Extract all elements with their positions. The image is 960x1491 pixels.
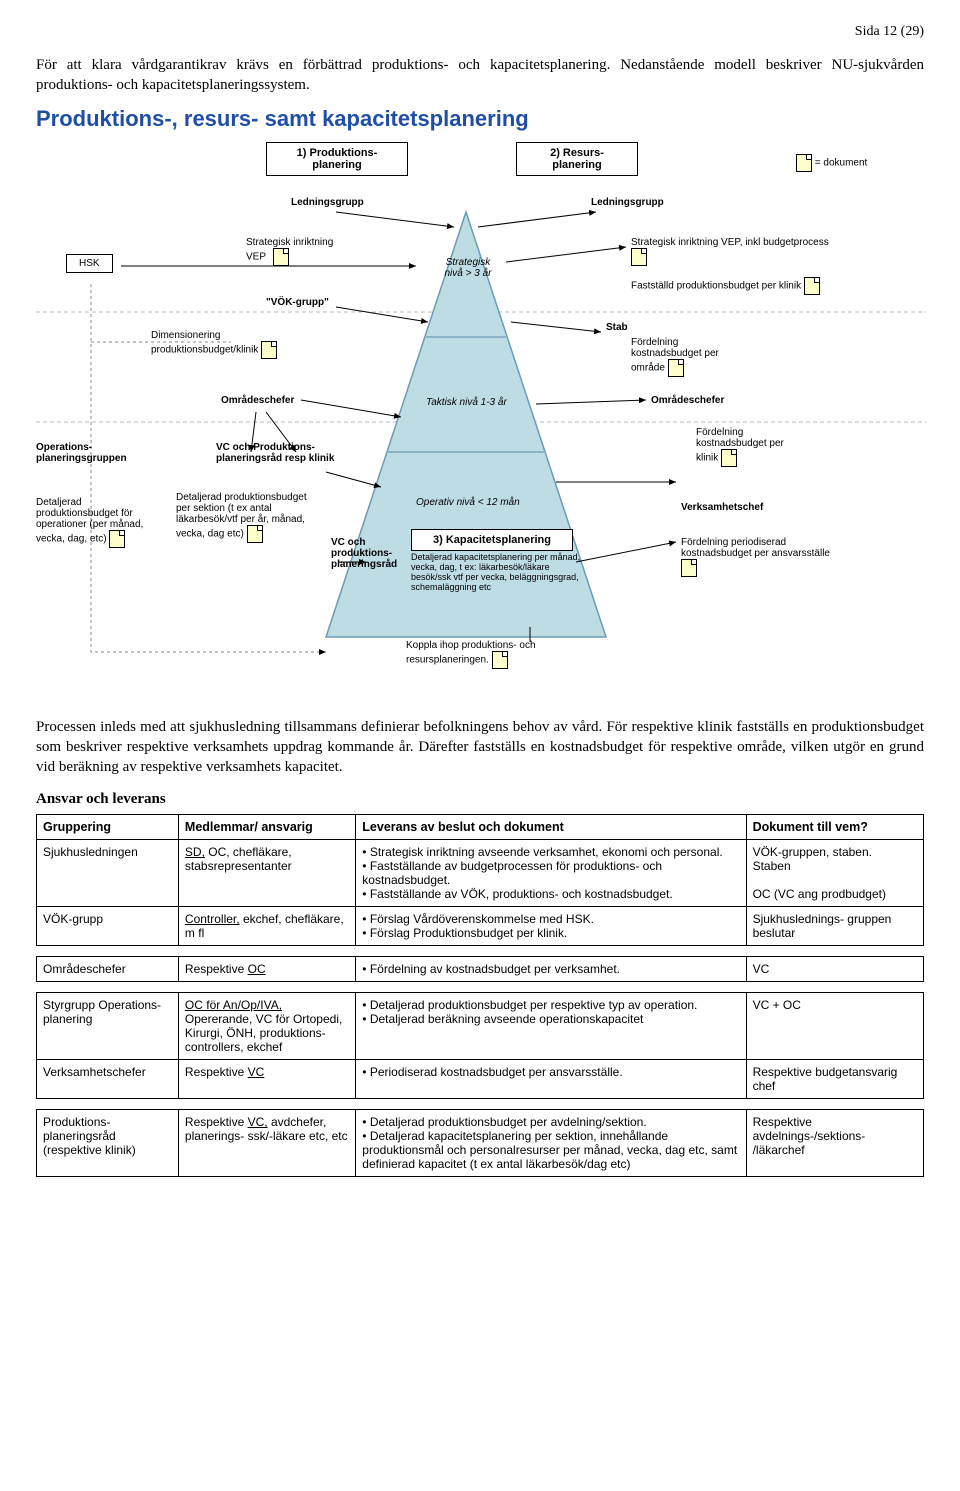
strategisk-vep-text: Strategisk inriktning VEP <box>246 237 333 263</box>
intro-paragraph: För att klara vårdgarantikrav krävs en f… <box>36 55 924 96</box>
table-cell: Respektive OC <box>178 957 355 982</box>
table-header: Gruppering <box>37 815 179 840</box>
table-row: Styrgrupp Operations- planeringOC för An… <box>37 993 924 1060</box>
table-cell: VÖK-grupp <box>37 907 179 946</box>
diagram-svg <box>36 142 926 702</box>
dimensionering: Dimensionering produktionsbudget/klinik <box>151 330 301 359</box>
strategisk-inkl: Strategisk inriktning VEP, inkl budgetpr… <box>631 237 851 266</box>
doc-icon <box>668 359 684 377</box>
table-row: SjukhusledningenSD, OC, chefläkare, stab… <box>37 840 924 907</box>
table-cell: Produktions- planeringsråd (respektive k… <box>37 1110 179 1177</box>
detaljerad-sektion-text: Detaljerad produktionsbudget per sektion… <box>176 492 307 540</box>
omradeschefer-right: Områdeschefer <box>651 395 724 406</box>
vc-prod-rad: VC och Produktions- planeringsråd resp k… <box>216 442 346 464</box>
table-cell: VÖK-gruppen, staben. Staben OC (VC ang p… <box>746 840 923 907</box>
detaljerad-sektion: Detaljerad produktionsbudget per sektion… <box>176 492 316 543</box>
kap-detail: Detaljerad kapacitetsplanering per månad… <box>411 552 586 592</box>
doc-icon <box>796 154 812 172</box>
table-cell: OC för An/Op/IVA, Opererande, VC för Ort… <box>178 993 355 1060</box>
table-cell: Strategisk inriktning avseende verksamhe… <box>356 840 746 907</box>
box-resursplanering: 2) Resurs- planering <box>516 142 638 176</box>
table-cell: Verksamhetschefer <box>37 1060 179 1099</box>
table-header: Medlemmar/ ansvarig <box>178 815 355 840</box>
detaljerad-op: Detaljerad produktionsbudget för operati… <box>36 497 156 548</box>
ledningsgrupp-left: Ledningsgrupp <box>291 197 364 208</box>
taktisk-niva: Taktisk nivå 1-3 år <box>426 397 507 408</box>
fordelning-period: Fördelning periodiserad kostnadsbudget p… <box>681 537 831 577</box>
doc-icon <box>492 651 508 669</box>
table-cell: VC + OC <box>746 993 923 1060</box>
table-cell: Styrgrupp Operations- planering <box>37 993 179 1060</box>
strategisk-inkl-text: Strategisk inriktning VEP, inkl budgetpr… <box>631 237 829 248</box>
doc-icon <box>721 449 737 467</box>
table-row: OmrådescheferRespektive OCFördelning av … <box>37 957 924 982</box>
legend-label: = dokument <box>815 157 868 168</box>
vc-prod-rad2: VC och produktions- planeringsråd <box>331 537 411 570</box>
verksamhetschef: Verksamhetschef <box>681 502 763 513</box>
detaljerad-op-text: Detaljerad produktionsbudget för operati… <box>36 497 143 545</box>
ledningsgrupp-right: Ledningsgrupp <box>591 197 664 208</box>
table-header: Leverans av beslut och dokument <box>356 815 746 840</box>
ansvar-heading: Ansvar och leverans <box>36 791 924 808</box>
table-row: Produktions- planeringsråd (respektive k… <box>37 1110 924 1177</box>
box-kapacitetsplanering: 3) Kapacitetsplanering <box>411 529 573 551</box>
table-cell: Respektive budgetansvarig chef <box>746 1060 923 1099</box>
dimensionering-text: Dimensionering produktionsbudget/klinik <box>151 330 258 356</box>
operativ-niva: Operativ nivå < 12 mån <box>416 497 520 508</box>
table-cell: Sjukhusledningen <box>37 840 179 907</box>
faststalld: Fastställd produktionsbudget per klinik <box>631 277 831 295</box>
table-header: Dokument till vem? <box>746 815 923 840</box>
doc-icon <box>681 559 697 577</box>
table-cell: Detaljerad produktionsbudget per avdelni… <box>356 1110 746 1177</box>
strategisk-niva: Strategisk nivå > 3 år <box>441 257 495 279</box>
operations-grupp: Operations- planeringsgruppen <box>36 442 156 464</box>
koppla-text: Koppla ihop produktions- och resursplane… <box>406 640 536 666</box>
table-cell: VC <box>746 957 923 982</box>
koppla: Koppla ihop produktions- och resursplane… <box>406 640 586 669</box>
table-row: VÖK-gruppController, ekchef, chefläkare,… <box>37 907 924 946</box>
page-number: Sida 12 (29) <box>36 24 924 40</box>
stab: Stab <box>606 322 628 333</box>
table-cell: Fördelning av kostnadsbudget per verksam… <box>356 957 746 982</box>
box-produktionsplanering: 1) Produktions- planering <box>266 142 408 176</box>
table-cell: Sjukhuslednings- gruppen beslutar <box>746 907 923 946</box>
strategisk-vep: Strategisk inriktning VEP <box>246 237 336 266</box>
vok-grupp: "VÖK-grupp" <box>266 297 329 308</box>
diagram-container: 1) Produktions- planering 2) Resurs- pla… <box>36 142 926 702</box>
faststalld-text: Fastställd produktionsbudget per klinik <box>631 280 801 291</box>
table-cell: Förslag Vårdöverenskommelse med HSK.Förs… <box>356 907 746 946</box>
table-row: VerksamhetscheferRespektive VCPeriodiser… <box>37 1060 924 1099</box>
omradeschefer-left: Områdeschefer <box>221 395 294 406</box>
doc-icon <box>261 341 277 359</box>
doc-icon <box>247 525 263 543</box>
doc-icon <box>109 530 125 548</box>
table-cell: Controller, ekchef, chefläkare, m fl <box>178 907 355 946</box>
table-cell: Periodiserad kostnadsbudget per ansvarss… <box>356 1060 746 1099</box>
hsk-box: HSK <box>66 254 113 273</box>
fordelning-period-text: Fördelning periodiserad kostnadsbudget p… <box>681 537 830 559</box>
doc-icon <box>273 248 289 266</box>
diagram-title: Produktions-, resurs- samt kapacitetspla… <box>36 106 924 132</box>
table-cell: Respektive VC, avdchefer, planerings- ss… <box>178 1110 355 1177</box>
fordelning-omrade: Fördelning kostnadsbudget per område <box>631 337 751 377</box>
table-cell: Områdeschefer <box>37 957 179 982</box>
fordelning-klinik: Fördelning kostnadsbudget per klinik <box>696 427 806 467</box>
table-cell: Detaljerad produktionsbudget per respekt… <box>356 993 746 1060</box>
doc-icon <box>631 248 647 266</box>
fordelning-klinik-text: Fördelning kostnadsbudget per klinik <box>696 427 784 464</box>
ansvar-table: GrupperingMedlemmar/ ansvarigLeverans av… <box>36 814 924 1177</box>
doc-icon <box>804 277 820 295</box>
table-cell: Respektive VC <box>178 1060 355 1099</box>
table-cell: SD, OC, chefläkare, stabsrepresentanter <box>178 840 355 907</box>
table-cell: Respektive avdelnings-/sektions- /läkarc… <box>746 1110 923 1177</box>
legend-dokument: = dokument <box>796 154 867 172</box>
process-paragraph: Processen inleds med att sjukhusledning … <box>36 717 924 778</box>
